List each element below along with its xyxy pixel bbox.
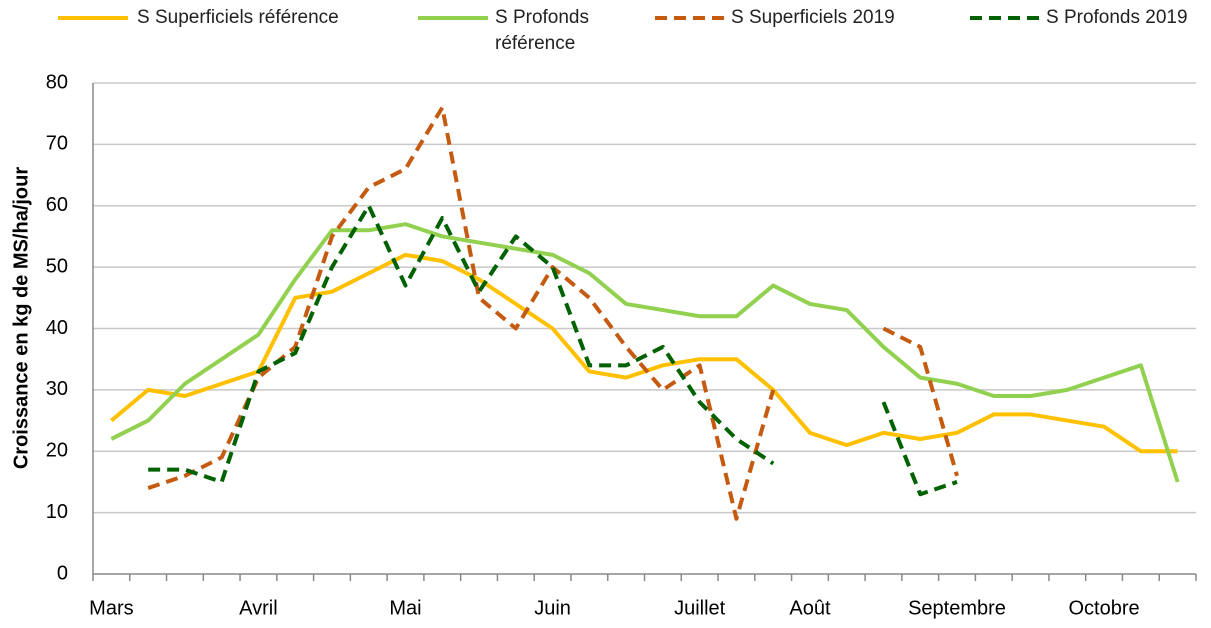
y-tick-label: 40 bbox=[46, 317, 68, 339]
x-tick-label: Octobre bbox=[1069, 597, 1140, 619]
y-axis-label: Croissance en kg de MS/ha/jour bbox=[10, 167, 32, 470]
legend-label: S Profonds 2019 bbox=[1046, 7, 1188, 28]
x-tick-label: Juin bbox=[534, 597, 571, 619]
series-line bbox=[110, 252, 1178, 454]
series-line bbox=[147, 105, 959, 521]
series-line bbox=[110, 222, 1180, 483]
x-tick-label: Mars bbox=[89, 597, 133, 619]
x-tick-label: Juillet bbox=[674, 597, 726, 619]
y-tick-label: 50 bbox=[46, 255, 68, 277]
legend-label: S Superficiels référence bbox=[137, 7, 339, 28]
x-tick-label: Août bbox=[789, 597, 831, 619]
legend-label: S Profonds référence bbox=[495, 7, 589, 54]
x-tick-label: Avril bbox=[239, 597, 278, 619]
y-tick-label: 60 bbox=[46, 194, 68, 216]
y-tick-label: 80 bbox=[46, 71, 68, 93]
series-line bbox=[148, 203, 958, 497]
y-tick-label: 10 bbox=[46, 501, 68, 523]
y-tick-label: 0 bbox=[57, 562, 68, 584]
y-tick-label: 70 bbox=[46, 133, 68, 155]
legend-label: S Superficiels 2019 bbox=[731, 7, 895, 28]
x-tick-label: Mai bbox=[389, 597, 421, 619]
y-tick-label: 20 bbox=[46, 440, 68, 462]
y-tick-label: 30 bbox=[46, 378, 68, 400]
x-tick-label: Septembre bbox=[908, 597, 1006, 619]
